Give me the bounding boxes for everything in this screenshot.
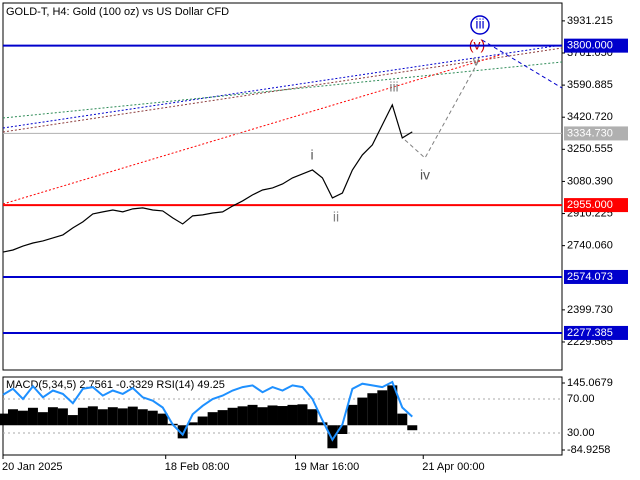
macd-bar (257, 407, 268, 426)
trend-line (481, 39, 563, 89)
macd-bar (317, 422, 328, 426)
rsi-line (2, 380, 413, 442)
level-label: 3334.730 (567, 127, 613, 139)
wave-label: iii (475, 16, 484, 32)
y-tick-label: -84.9258 (567, 444, 610, 456)
y-tick-label: 145.0679 (567, 377, 613, 389)
macd-bar (117, 408, 128, 426)
macd-bar (87, 406, 98, 426)
macd-bar (177, 425, 188, 439)
macd-bar (97, 409, 108, 426)
trend-line (2, 61, 563, 119)
wave-label: v (473, 53, 480, 69)
macd-bar (327, 425, 338, 449)
macd-bar (277, 406, 288, 426)
macd-bar (37, 412, 48, 426)
wave-label: iv (420, 167, 430, 183)
macd-bar (387, 385, 398, 426)
level-label: 2955.000 (567, 199, 613, 211)
macd-bar (57, 408, 68, 426)
macd-bar (337, 425, 348, 434)
y-tick-label: 3931.215 (567, 15, 613, 27)
wave-label: ii (333, 209, 339, 225)
macd-bar (307, 409, 318, 426)
macd-bar (187, 422, 198, 426)
level-label-box (564, 38, 628, 53)
price-frame (2, 2, 563, 371)
macd-bar (287, 404, 298, 426)
macd-bar (207, 412, 218, 426)
level-label-box (564, 198, 628, 213)
x-tick-label: 18 Feb 08:00 (165, 461, 230, 473)
macd-bar (27, 407, 38, 426)
level-label: 3800.000 (567, 40, 613, 52)
macd-bar (407, 425, 418, 431)
indicator-title: MACD(5,34,5) 2.7561 -0.3329 RSI(14) 49.2… (6, 379, 225, 391)
macd-bar (397, 413, 408, 426)
x-tick-label: 21 Apr 00:00 (422, 461, 484, 473)
macd-bar (157, 413, 168, 426)
level-label-box (564, 126, 628, 141)
macd-bar (127, 406, 138, 426)
y-tick-label: 3250.555 (567, 143, 613, 155)
y-tick-label: 2399.730 (567, 304, 613, 316)
chart-title: GOLD-T, H4: Gold (100 oz) vs US Dollar C… (6, 6, 229, 18)
level-label: 2574.073 (567, 271, 613, 283)
macd-bar (267, 405, 278, 426)
macd-bar (107, 407, 118, 426)
y2-tick-label: 70.00 (567, 393, 595, 405)
x-tick-label: 20 Jan 2025 (2, 461, 63, 473)
macd-bar (17, 410, 28, 426)
wave-label: i (310, 147, 313, 163)
macd-bar (7, 409, 18, 426)
level-label-box (564, 269, 628, 284)
trend-line (2, 54, 501, 205)
wave-circle (470, 15, 490, 35)
y-tick-label: 3420.720 (567, 111, 613, 123)
macd-bar (227, 407, 238, 426)
macd-bar (137, 409, 148, 426)
y-tick-label: 2740.060 (567, 240, 613, 252)
y2-tick-label: 30.00 (567, 427, 595, 439)
macd-bar (357, 397, 368, 426)
macd-bar (297, 404, 308, 426)
y-tick-label: 3590.885 (567, 79, 613, 91)
macd-bar (237, 406, 248, 426)
x-tick-label: 19 Mar 16:00 (294, 461, 359, 473)
macd-bar (377, 390, 388, 426)
level-label-box (564, 325, 628, 340)
forecast-path (404, 61, 479, 159)
macd-bar (367, 393, 378, 426)
macd-bar (247, 404, 258, 426)
price-line (2, 103, 413, 253)
macd-bar (347, 404, 358, 426)
macd-bar (67, 415, 78, 426)
trend-lines (2, 39, 563, 205)
y-tick-label: 3080.390 (567, 175, 613, 187)
macd-bar (0, 413, 8, 426)
macd-bar (197, 416, 208, 426)
macd-bar (217, 410, 228, 426)
level-label: 2277.385 (567, 327, 613, 339)
macd-bar (77, 407, 88, 426)
wave-label: iii (389, 79, 398, 95)
macd-bar (47, 407, 58, 426)
macd-bar (147, 410, 158, 426)
